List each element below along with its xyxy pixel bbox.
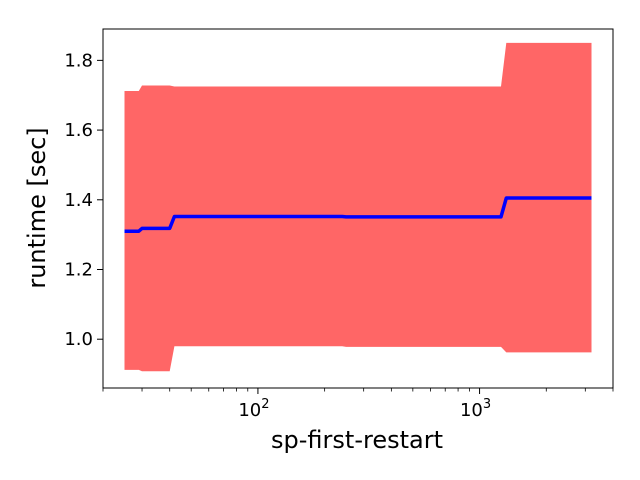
x-axis: 102 103 (102, 388, 614, 421)
x-tick-base: 10 (238, 400, 261, 421)
x-tick-label: 102 (238, 397, 269, 421)
y-tick-label: 1.4 (64, 190, 93, 211)
x-tick-exponent: 2 (261, 397, 269, 412)
y-tick-label: 1.2 (64, 259, 93, 280)
x-tick-base: 10 (460, 400, 483, 421)
y-axis: 1.0 1.2 1.4 1.6 1.8 (64, 50, 103, 350)
x-tick-exponent: 3 (483, 397, 491, 412)
runtime-line (124, 196, 592, 233)
y-axis-label: runtime [sec] (23, 127, 51, 288)
plot-area (124, 42, 592, 372)
y-tick-label: 1.8 (64, 50, 93, 71)
x-tick-label: 103 (460, 397, 491, 421)
confidence-band (124, 42, 592, 372)
y-tick-label: 1.0 (64, 329, 93, 350)
axes-frame (102, 28, 614, 389)
y-tick-label: 1.6 (64, 120, 93, 141)
x-axis-label: sp-first-restart (271, 426, 443, 454)
